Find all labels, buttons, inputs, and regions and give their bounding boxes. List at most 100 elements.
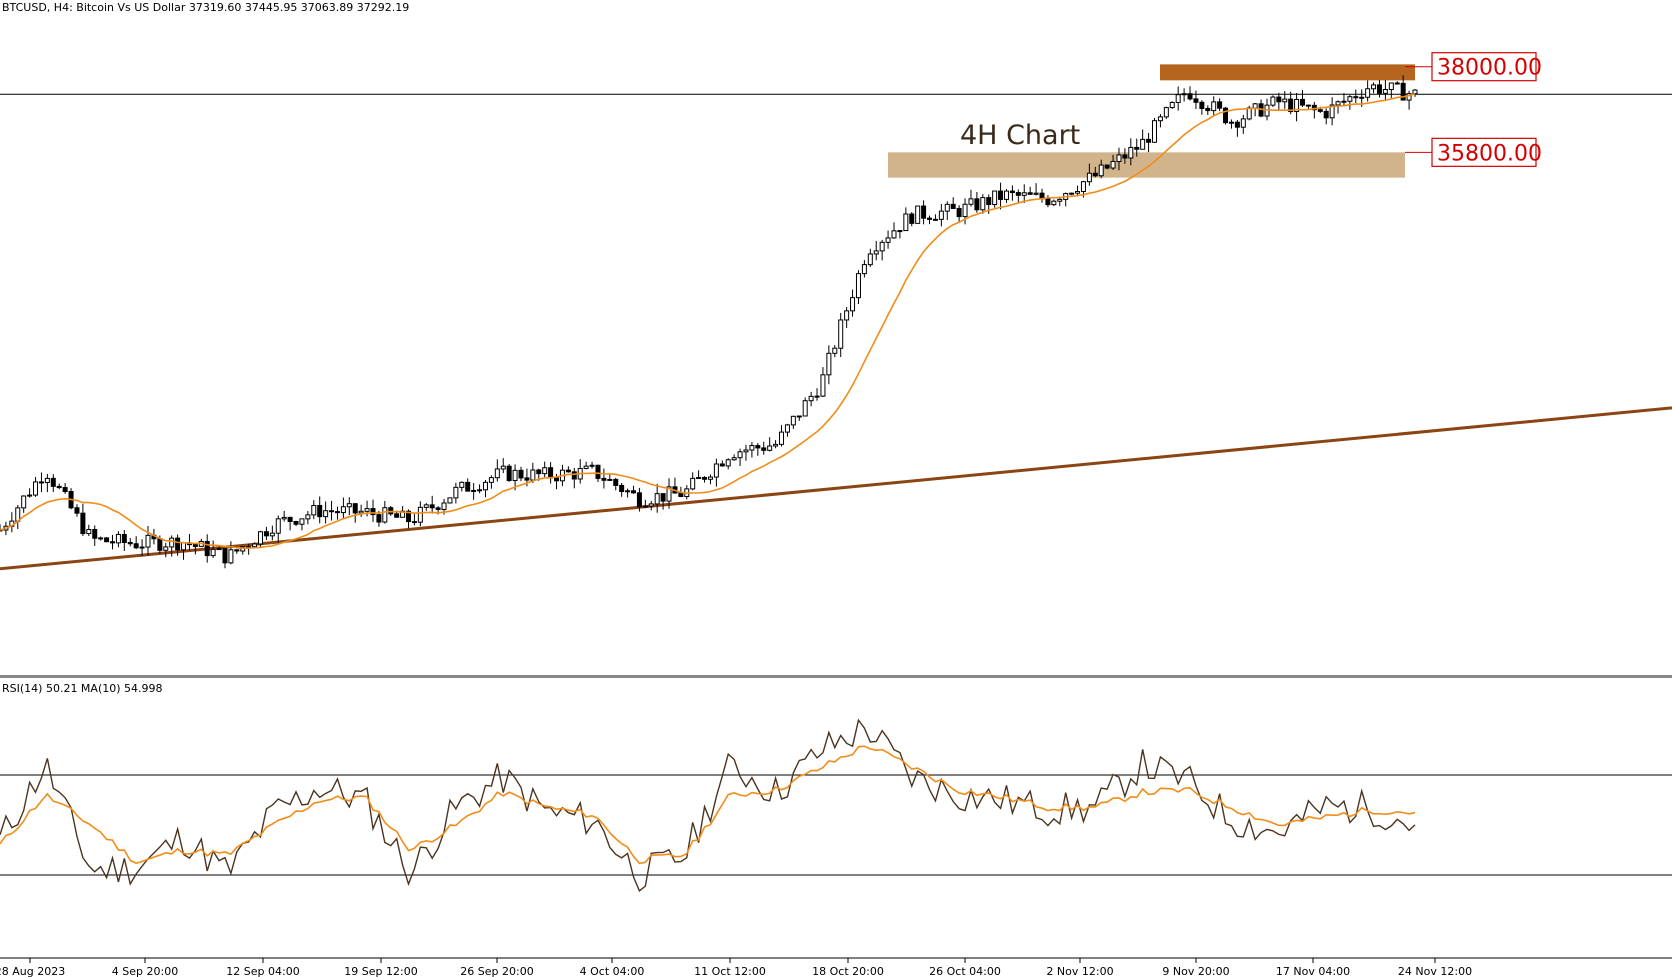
candle-body bbox=[1394, 82, 1400, 85]
candle-body bbox=[275, 518, 281, 534]
candle-body bbox=[1335, 101, 1341, 106]
candle-body bbox=[287, 516, 293, 522]
candle-body bbox=[927, 217, 933, 220]
chart-annotation: 4H Chart bbox=[960, 120, 1080, 151]
candle-body bbox=[121, 533, 127, 543]
price-label-38000[interactable]: 38000.00 bbox=[1405, 52, 1542, 82]
candle-body bbox=[654, 493, 660, 505]
candle-body bbox=[950, 203, 956, 209]
candle-body bbox=[1116, 154, 1122, 162]
price-label-35800[interactable]: 35800.00 bbox=[1405, 137, 1542, 167]
candle-body bbox=[630, 490, 636, 494]
candle-body bbox=[175, 537, 181, 551]
candle-body bbox=[234, 549, 240, 552]
rsi-header: RSI(14) 50.21 MA(10) 54.998 bbox=[2, 682, 163, 695]
candle-body bbox=[352, 503, 358, 514]
candle-body bbox=[589, 464, 595, 467]
rsi-ma-line bbox=[0, 745, 1416, 865]
candle-body bbox=[27, 494, 33, 497]
candle-body bbox=[1104, 164, 1110, 169]
candle-body bbox=[867, 253, 873, 266]
x-tick-label: 26 Sep 20:00 bbox=[460, 965, 533, 977]
candle-body bbox=[115, 533, 121, 544]
x-tick-label: 18 Oct 20:00 bbox=[812, 965, 884, 977]
panel-separator[interactable] bbox=[0, 675, 1672, 678]
candle-body bbox=[790, 415, 796, 426]
candle-body bbox=[1240, 118, 1246, 128]
candle-body bbox=[482, 481, 488, 491]
candle-body bbox=[477, 489, 483, 492]
candle-body bbox=[713, 463, 719, 478]
candle-body bbox=[909, 213, 915, 224]
candle-body bbox=[761, 447, 767, 451]
candle-body bbox=[163, 546, 169, 551]
candle-body bbox=[1146, 138, 1152, 143]
candle-body bbox=[269, 532, 275, 537]
candle-body bbox=[784, 424, 790, 433]
candle-body bbox=[1086, 172, 1092, 183]
trendline[interactable] bbox=[0, 406, 1672, 571]
candle-body bbox=[666, 486, 672, 502]
candle-body bbox=[607, 478, 613, 481]
candle-body bbox=[743, 449, 749, 453]
candle-body bbox=[719, 463, 725, 467]
candle-body bbox=[44, 477, 50, 483]
candle-body bbox=[767, 445, 773, 451]
candle-body bbox=[74, 507, 80, 514]
candle-body bbox=[406, 510, 412, 523]
price-panel[interactable]: 4H Chart 38000.00 35800.00 bbox=[0, 52, 1672, 571]
candle-body bbox=[696, 476, 702, 479]
support-zone bbox=[888, 152, 1405, 178]
candle-body bbox=[915, 205, 921, 224]
candle-body bbox=[1003, 190, 1009, 200]
candle-body bbox=[1021, 192, 1027, 196]
candle-body bbox=[648, 503, 654, 507]
candle-body bbox=[192, 544, 198, 547]
candle-body bbox=[38, 481, 44, 484]
candle-body bbox=[33, 481, 39, 496]
candle-body bbox=[370, 508, 376, 516]
rsi-panel[interactable]: RSI(14) 50.21 MA(10) 54.998 bbox=[0, 682, 1672, 892]
candle-body bbox=[281, 516, 287, 520]
candle-body bbox=[1027, 192, 1033, 195]
x-tick-label: 24 Nov 12:00 bbox=[1398, 965, 1472, 977]
candle-body bbox=[891, 230, 897, 239]
resistance-zone bbox=[1160, 64, 1415, 81]
candle-body bbox=[885, 237, 891, 243]
candle-body bbox=[1382, 89, 1388, 94]
candle-body bbox=[488, 477, 494, 483]
candle-body bbox=[1169, 101, 1175, 109]
candle-body bbox=[317, 504, 323, 518]
candle-body bbox=[1098, 164, 1104, 177]
candle-body bbox=[1217, 101, 1223, 109]
candle-body bbox=[376, 514, 382, 523]
x-tick-label: 9 Nov 20:00 bbox=[1162, 965, 1229, 977]
candle-body bbox=[1110, 160, 1116, 169]
candle-body bbox=[897, 230, 903, 233]
candle-body bbox=[565, 469, 571, 473]
candle-body bbox=[838, 319, 844, 349]
candle-body bbox=[109, 541, 115, 544]
candle-body bbox=[1069, 192, 1075, 195]
candle-body bbox=[258, 531, 264, 545]
candle-body bbox=[222, 548, 228, 564]
candle-body bbox=[731, 457, 737, 461]
candle-body bbox=[417, 506, 423, 523]
x-tick-label: 4 Oct 04:00 bbox=[580, 965, 645, 977]
candle-body bbox=[62, 487, 68, 493]
candle-body bbox=[826, 352, 832, 376]
x-tick-label: 11 Oct 12:00 bbox=[694, 965, 766, 977]
candle-body bbox=[1311, 104, 1317, 111]
x-tick-label: 17 Nov 04:00 bbox=[1276, 965, 1350, 977]
candle-body bbox=[1223, 107, 1229, 124]
candle-body bbox=[1365, 88, 1371, 98]
candle-body bbox=[1181, 93, 1187, 96]
candle-body bbox=[802, 400, 808, 417]
candle-body bbox=[625, 490, 631, 493]
candle-body bbox=[506, 465, 512, 482]
candle-body bbox=[1228, 121, 1234, 124]
candle-body bbox=[133, 543, 139, 549]
candle-body bbox=[932, 218, 938, 221]
candle-body bbox=[571, 471, 577, 480]
price-label-box bbox=[1431, 137, 1537, 167]
